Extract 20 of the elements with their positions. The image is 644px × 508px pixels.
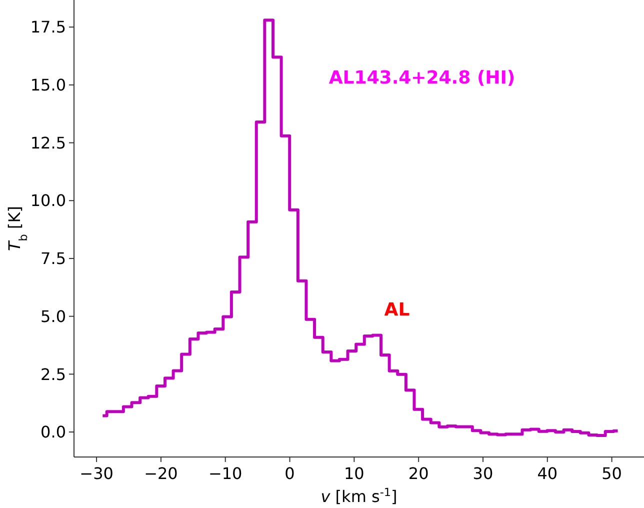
- y-tick-label: 2.5: [40, 364, 66, 384]
- x-tick-label: −30: [80, 464, 114, 483]
- annotation: AL143.4+24.8 (HI): [328, 67, 516, 88]
- y-tick-label: 5.0: [40, 306, 66, 326]
- x-tick-label: 10: [344, 464, 364, 483]
- x-tick-label: 40: [537, 464, 558, 483]
- x-axis-title: v [km s$^{-1}$]: [320, 486, 398, 506]
- y-tick-label: 17.5: [30, 18, 66, 37]
- y-tick-label: 10.0: [30, 191, 66, 210]
- x-tick-label: 50: [602, 464, 622, 483]
- x-tick-label: −20: [144, 464, 178, 483]
- x-tick-label: 0: [284, 464, 295, 483]
- y-tick-label: 0.0: [40, 422, 66, 442]
- x-tick-label: 30: [472, 464, 494, 483]
- x-tick-label: −10: [208, 464, 242, 483]
- y-tick-label: 7.5: [40, 249, 66, 268]
- x-tick-label: 20: [408, 464, 429, 483]
- y-tick-label: 15.0: [30, 76, 66, 95]
- y-tick-label: 12.5: [30, 133, 66, 152]
- annotation: AL: [384, 299, 410, 320]
